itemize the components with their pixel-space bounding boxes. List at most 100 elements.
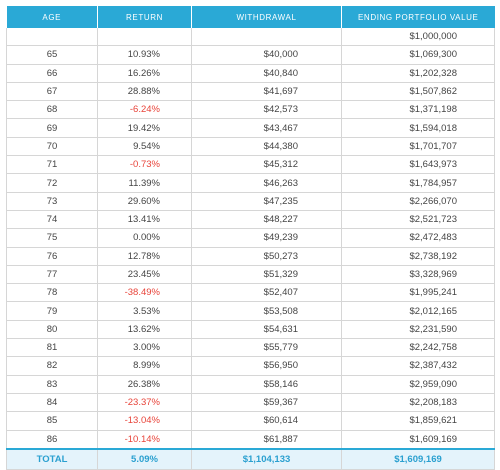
cell-return: 12.78% (97, 247, 192, 266)
table-row: 71 -0.73% $45,312 $1,643,973 (6, 155, 495, 175)
table-body: $1,000,000 65 10.93% $40,000 $1,069,300 66 16… (6, 28, 495, 450)
cell-age: 71 (6, 155, 98, 175)
table-row: 84 -23.37% $59,367 $2,208,183 (6, 393, 495, 413)
cell-ending-value: $2,012,165 (341, 301, 495, 321)
table-row: 81 3.00% $55,779 $2,242,758 (6, 338, 495, 358)
header-row: AGE RETURN WITHDRAWAL ENDING PORTFOLIO V… (6, 6, 495, 28)
total-ending-value: $1,609,169 (341, 447, 495, 470)
cell-age: 83 (6, 375, 98, 394)
total-row: TOTAL 5.09% $1,104,133 $1,609,169 (6, 447, 495, 470)
start-return (97, 28, 192, 47)
cell-ending-value: $2,521,723 (341, 210, 495, 230)
start-age (6, 28, 98, 47)
cell-withdrawal: $40,840 (191, 64, 342, 83)
cell-return: 26.38% (97, 375, 192, 394)
cell-return: 13.41% (97, 210, 192, 230)
cell-withdrawal: $52,407 (191, 283, 342, 303)
cell-age: 73 (6, 192, 98, 211)
cell-return: 29.60% (97, 192, 192, 211)
cell-withdrawal: $59,367 (191, 393, 342, 413)
cell-ending-value: $1,371,198 (341, 100, 495, 120)
portfolio-table: AGE RETURN WITHDRAWAL ENDING PORTFOLIO V… (6, 6, 495, 470)
cell-age: 70 (6, 137, 98, 157)
table-row: 74 13.41% $48,227 $2,521,723 (6, 210, 495, 230)
cell-ending-value: $2,208,183 (341, 393, 495, 413)
cell-withdrawal: $58,146 (191, 375, 342, 394)
cell-return: 19.42% (97, 118, 192, 138)
cell-withdrawal: $50,273 (191, 247, 342, 266)
table-row: 66 16.26% $40,840 $1,202,328 (6, 64, 495, 83)
cell-age: 80 (6, 320, 98, 340)
cell-ending-value: $1,202,328 (341, 64, 495, 83)
cell-return: 9.54% (97, 137, 192, 157)
cell-ending-value: $1,995,241 (341, 283, 495, 303)
total-label: TOTAL (6, 447, 98, 470)
table-row: 79 3.53% $53,508 $2,012,165 (6, 301, 495, 321)
cell-return: 13.62% (97, 320, 192, 340)
cell-age: 81 (6, 338, 98, 358)
cell-ending-value: $1,859,621 (341, 411, 495, 431)
cell-ending-value: $1,069,300 (341, 45, 495, 65)
cell-withdrawal: $53,508 (191, 301, 342, 321)
cell-ending-value: $2,472,483 (341, 228, 495, 248)
header-age: AGE (6, 6, 98, 28)
cell-age: 69 (6, 118, 98, 138)
start-withdrawal (191, 28, 342, 47)
cell-return: -6.24% (97, 100, 192, 120)
table-row: 82 8.99% $56,950 $2,387,432 (6, 356, 495, 376)
table-row: 65 10.93% $40,000 $1,069,300 (6, 45, 495, 65)
table-row: 80 13.62% $54,631 $2,231,590 (6, 320, 495, 340)
cell-age: 75 (6, 228, 98, 248)
table-row: 83 26.38% $58,146 $2,959,090 (6, 375, 495, 394)
cell-withdrawal: $54,631 (191, 320, 342, 340)
cell-ending-value: $2,959,090 (341, 375, 495, 394)
cell-ending-value: $3,328,969 (341, 265, 495, 285)
cell-return: -38.49% (97, 283, 192, 303)
cell-withdrawal: $42,573 (191, 100, 342, 120)
start-ending-value: $1,000,000 (341, 28, 495, 47)
cell-return: 8.99% (97, 356, 192, 376)
table-row: 72 11.39% $46,263 $1,784,957 (6, 173, 495, 193)
header-ending-value: ENDING PORTFOLIO VALUE (341, 6, 495, 28)
cell-withdrawal: $43,467 (191, 118, 342, 138)
cell-ending-value: $2,242,758 (341, 338, 495, 358)
cell-age: 86 (6, 430, 98, 450)
cell-ending-value: $2,231,590 (341, 320, 495, 340)
cell-age: 77 (6, 265, 98, 285)
cell-age: 68 (6, 100, 98, 120)
table-row: 70 9.54% $44,380 $1,701,707 (6, 137, 495, 157)
cell-return: 0.00% (97, 228, 192, 248)
header-withdrawal: WITHDRAWAL (191, 6, 342, 28)
cell-ending-value: $1,507,862 (341, 82, 495, 102)
cell-return: -23.37% (97, 393, 192, 413)
cell-ending-value: $2,738,192 (341, 247, 495, 266)
cell-return: 23.45% (97, 265, 192, 285)
cell-age: 65 (6, 45, 98, 65)
cell-withdrawal: $46,263 (191, 173, 342, 193)
cell-age: 78 (6, 283, 98, 303)
cell-age: 66 (6, 64, 98, 83)
total-return: 5.09% (97, 447, 192, 470)
portfolio-table-container: AGE RETURN WITHDRAWAL ENDING PORTFOLIO V… (6, 6, 495, 470)
start-row: $1,000,000 (6, 28, 495, 47)
table-row: 68 -6.24% $42,573 $1,371,198 (6, 100, 495, 120)
cell-return: -0.73% (97, 155, 192, 175)
cell-return: -10.14% (97, 430, 192, 450)
cell-withdrawal: $55,779 (191, 338, 342, 358)
cell-withdrawal: $44,380 (191, 137, 342, 157)
table-row: 73 29.60% $47,235 $2,266,070 (6, 192, 495, 211)
cell-return: -13.04% (97, 411, 192, 431)
table-row: 76 12.78% $50,273 $2,738,192 (6, 247, 495, 266)
cell-age: 85 (6, 411, 98, 431)
cell-ending-value: $1,609,169 (341, 430, 495, 450)
cell-age: 72 (6, 173, 98, 193)
cell-age: 84 (6, 393, 98, 413)
cell-ending-value: $1,643,973 (341, 155, 495, 175)
cell-return: 3.00% (97, 338, 192, 358)
cell-age: 82 (6, 356, 98, 376)
table-row: 78 -38.49% $52,407 $1,995,241 (6, 283, 495, 303)
cell-return: 10.93% (97, 45, 192, 65)
cell-withdrawal: $51,329 (191, 265, 342, 285)
cell-withdrawal: $49,239 (191, 228, 342, 248)
cell-withdrawal: $47,235 (191, 192, 342, 211)
